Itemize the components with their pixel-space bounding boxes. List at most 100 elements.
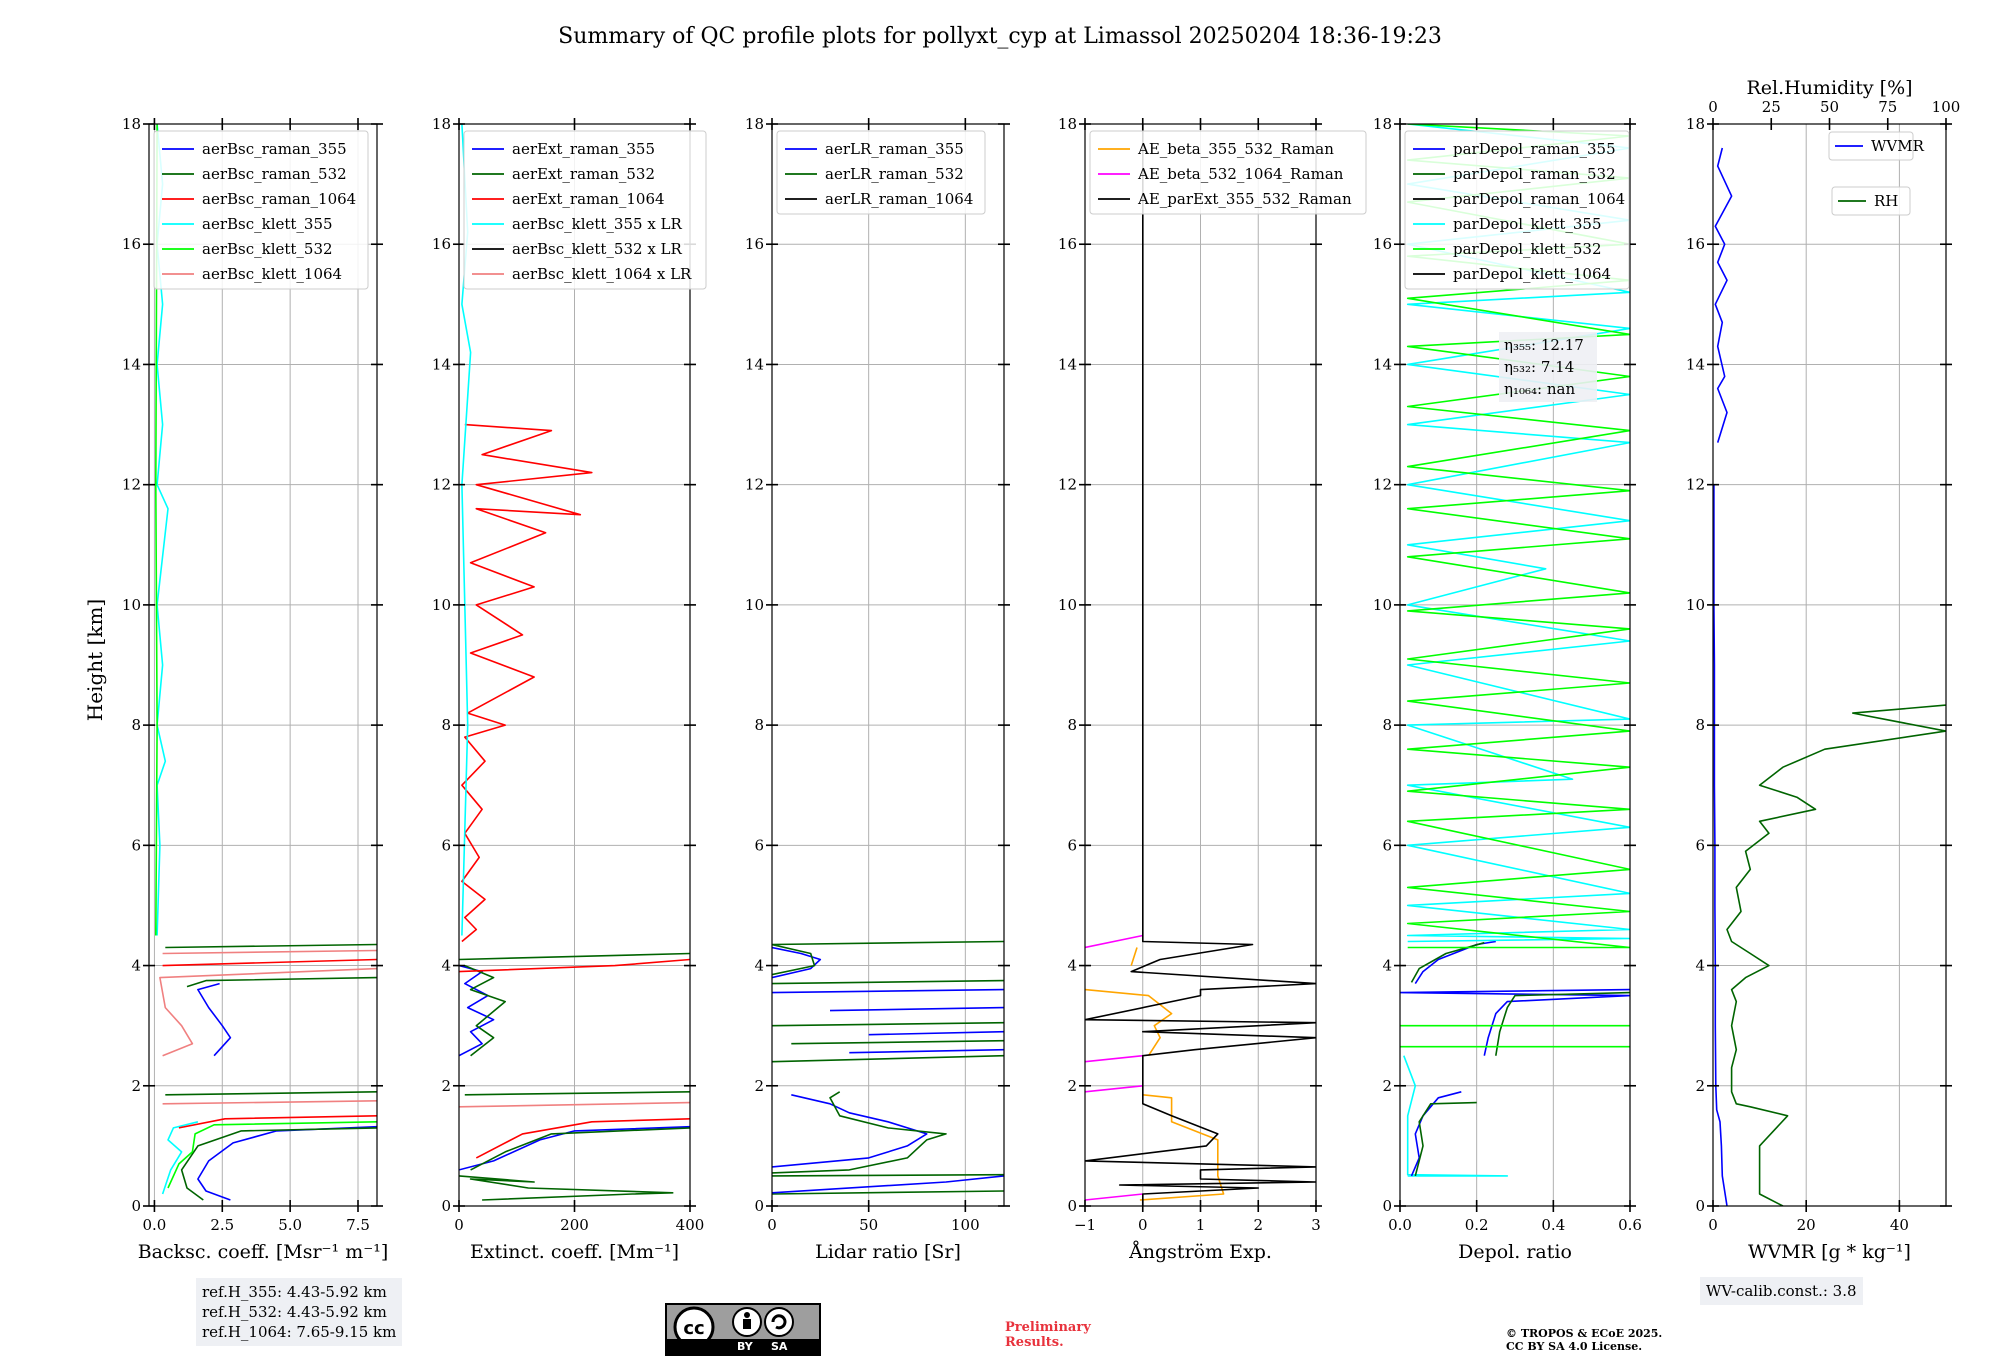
y-tick-label: 12 bbox=[122, 476, 141, 494]
series-line-ae-beta-532-1064-raman bbox=[1085, 1193, 1143, 1201]
y-tick-label: 0 bbox=[1067, 1197, 1077, 1215]
legend-label: aerExt_raman_1064 bbox=[512, 190, 665, 208]
y-tick-label: 8 bbox=[1067, 716, 1077, 734]
x-axis-label: Lidar ratio [Sr] bbox=[815, 1241, 961, 1263]
y-tick-label: 18 bbox=[1686, 115, 1705, 133]
legend-label: aerBsc_klett_1064 x LR bbox=[512, 265, 692, 283]
series-line-aerlr-raman-532 bbox=[772, 1091, 947, 1174]
y-tick-label: 10 bbox=[122, 596, 141, 614]
preliminary-line-1: Preliminary bbox=[1005, 1320, 1091, 1335]
x-tick-label: 0.0 bbox=[142, 1216, 166, 1234]
preliminary-results-note: Preliminary Results. bbox=[1005, 1320, 1091, 1350]
top-x-tick-label: 75 bbox=[1878, 98, 1897, 116]
badge-by: BY bbox=[737, 1340, 753, 1353]
y-tick-label: 8 bbox=[1695, 716, 1705, 734]
series-line-aerbsc-klett-1064 bbox=[162, 949, 377, 955]
y-tick-label: 12 bbox=[1058, 476, 1077, 494]
x-axis-label: WVMR [g * kg⁻¹] bbox=[1748, 1241, 1911, 1263]
y-tick-label: 4 bbox=[1067, 957, 1077, 975]
series-line-aerext-raman-532 bbox=[464, 1091, 690, 1096]
y-tick-label: 2 bbox=[754, 1077, 764, 1095]
series-line-aerlr-raman-532 bbox=[772, 940, 1004, 976]
legend-label: aerBsc_klett_1064 bbox=[202, 265, 342, 283]
y-tick-label: 6 bbox=[131, 836, 141, 854]
y-tick-label: 16 bbox=[1686, 235, 1705, 253]
x-tick-label: 400 bbox=[676, 1216, 705, 1234]
y-tick-label: 6 bbox=[1382, 836, 1392, 854]
series-line-aerext-raman-1064 bbox=[475, 1118, 690, 1159]
x-tick-label: 2.5 bbox=[210, 1216, 234, 1234]
series-line-wvmr bbox=[1714, 147, 1733, 443]
y-tick-label: 4 bbox=[1695, 957, 1705, 975]
panel-dep: 0 2 4 6 8 10 12 14 16 18 0.0 0.2 0.4 0.6 Depol. ratio p… bbox=[1373, 115, 1642, 1263]
preliminary-line-2: Results. bbox=[1005, 1335, 1064, 1350]
copyright-line-1: © TROPOS & ECoE 2025. bbox=[1506, 1327, 1663, 1340]
legend-label: aerBsc_klett_532 bbox=[202, 240, 333, 258]
legend-label: AE_beta_355_532_Raman bbox=[1137, 140, 1334, 158]
y-tick-label: 18 bbox=[122, 115, 141, 133]
panel-ext: 0 2 4 6 8 10 12 14 16 18 0 200 400 Extinct. coeff. [M… bbox=[432, 115, 707, 1263]
series-line-aerbsc-klett-532 bbox=[155, 124, 158, 936]
ref-h-355: ref.H_355: 4.43-5.92 km bbox=[202, 1283, 387, 1301]
x-tick-label: 3 bbox=[1311, 1216, 1321, 1234]
y-tick-label: 0 bbox=[1695, 1197, 1705, 1215]
series-line-aerbsc-raman-532 bbox=[180, 1127, 377, 1201]
y-tick-label: 6 bbox=[1695, 836, 1705, 854]
x-tick-label: 0 bbox=[1138, 1216, 1148, 1234]
y-tick-label: 14 bbox=[1373, 355, 1392, 373]
y-tick-label: 6 bbox=[754, 836, 764, 854]
y-tick-label: 10 bbox=[1686, 596, 1705, 614]
y-tick-label: 0 bbox=[441, 1197, 451, 1215]
series-group bbox=[155, 124, 377, 1201]
y-tick-label: 10 bbox=[1058, 596, 1077, 614]
copyright-line-2: CC BY SA 4.0 License. bbox=[1506, 1340, 1643, 1353]
legend-label: aerLR_raman_1064 bbox=[825, 190, 973, 208]
series-line-aerlr-raman-532 bbox=[772, 979, 1004, 985]
series-line-pardepol-raman-532 bbox=[1410, 941, 1485, 983]
y-tick-label: 12 bbox=[745, 476, 764, 494]
series-line-aerbsc-raman-1064 bbox=[178, 1115, 377, 1129]
series-line-pardepol-klett-355 bbox=[1403, 1055, 1509, 1177]
y-tick-label: 0 bbox=[131, 1197, 141, 1215]
series-line-ae-parext-355-532-raman bbox=[1085, 124, 1316, 1206]
series-group bbox=[1085, 124, 1316, 1206]
panel-lr: 0 2 4 6 8 10 12 14 16 18 0 50 100 Lidar ratio [Sr] aer… bbox=[745, 115, 1010, 1263]
legend-label: aerBsc_raman_355 bbox=[202, 140, 347, 158]
y-tick-label: 18 bbox=[745, 115, 764, 133]
series-line-aerbsc-raman-355 bbox=[197, 982, 232, 1057]
y-tick-label: 4 bbox=[441, 957, 451, 975]
series-line-rh bbox=[1726, 704, 1946, 1206]
wv-calibration-box: WV-calib.const.: 3.8 bbox=[1700, 1277, 1863, 1305]
top-x-tick-label: 25 bbox=[1762, 98, 1781, 116]
series-line-aerbsc-raman-532 bbox=[165, 943, 377, 949]
series-line-aerext-raman-532 bbox=[459, 952, 690, 961]
legend-label: aerBsc_klett_532 x LR bbox=[512, 240, 683, 258]
x-axis-label: Depol. ratio bbox=[1458, 1241, 1572, 1263]
cc-license-badge: cc BY SA bbox=[665, 1303, 821, 1356]
y-tick-label: 0 bbox=[754, 1197, 764, 1215]
y-tick-label: 10 bbox=[1373, 596, 1392, 614]
svg-text:cc: cc bbox=[683, 1318, 704, 1339]
x-tick-label: 0.6 bbox=[1618, 1216, 1642, 1234]
y-tick-label: 16 bbox=[745, 235, 764, 253]
eta-value: η₃₅₅: 12.17 bbox=[1504, 336, 1584, 354]
series-line-ae-beta-532-1064-raman bbox=[1085, 934, 1143, 949]
eta-value: η₅₃₂: 7.14 bbox=[1504, 358, 1574, 376]
y-tick-label: 14 bbox=[432, 355, 451, 373]
top-x-tick-label: 50 bbox=[1820, 98, 1839, 116]
legend-label: parDepol_klett_355 bbox=[1453, 215, 1602, 233]
legend: aerExt_raman_355 aerExt_raman_532 aerExt_r… bbox=[463, 130, 707, 290]
series-group bbox=[772, 940, 1004, 1195]
x-tick-label: 0.2 bbox=[1465, 1216, 1489, 1234]
x-tick-label: 100 bbox=[951, 1216, 980, 1234]
ref-h-532: ref.H_532: 4.43-5.92 km bbox=[202, 1303, 387, 1321]
ref-h-1064: ref.H_1064: 7.65-9.15 km bbox=[202, 1323, 397, 1341]
legend-label: aerExt_raman_532 bbox=[512, 165, 655, 183]
y-tick-label: 14 bbox=[122, 355, 141, 373]
x-tick-label: 0 bbox=[454, 1216, 464, 1234]
series-line-pardepol-raman-532 bbox=[1495, 991, 1630, 1056]
badge-sa: SA bbox=[771, 1340, 788, 1353]
legend: aerBsc_raman_355 aerBsc_raman_532 aerBsc_r… bbox=[153, 130, 369, 290]
